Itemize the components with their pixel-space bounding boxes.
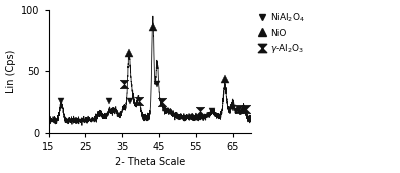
- X-axis label: 2- Theta Scale: 2- Theta Scale: [115, 157, 185, 167]
- Y-axis label: Lin (Cps): Lin (Cps): [6, 49, 16, 93]
- Legend: NiAl$_2$O$_4$, NiO, $\gamma$-Al$_2$O$_3$: NiAl$_2$O$_4$, NiO, $\gamma$-Al$_2$O$_3$: [258, 12, 305, 55]
